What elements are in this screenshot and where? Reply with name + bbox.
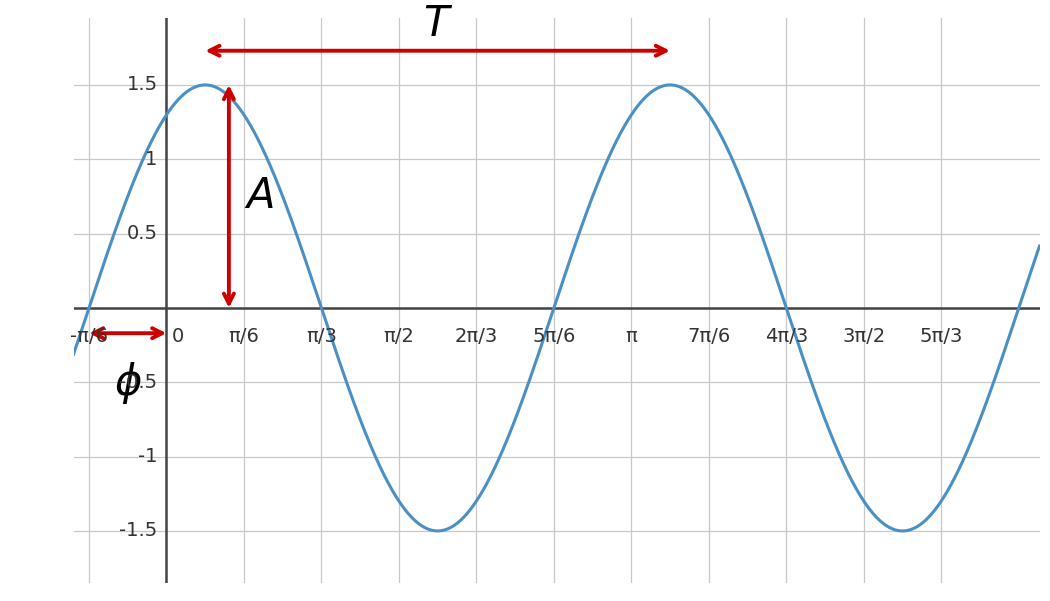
Text: 1: 1: [145, 150, 158, 169]
Text: -1.5: -1.5: [120, 522, 158, 540]
Text: π/6: π/6: [229, 328, 259, 346]
Text: -0.5: -0.5: [120, 373, 158, 392]
Text: 1.5: 1.5: [126, 76, 158, 94]
Text: $A$: $A$: [244, 175, 273, 218]
Text: -1: -1: [139, 447, 157, 466]
Text: 3π/2: 3π/2: [842, 328, 885, 346]
Text: 0.5: 0.5: [127, 224, 158, 243]
Text: 5π/3: 5π/3: [920, 328, 963, 346]
Text: π/3: π/3: [306, 328, 337, 346]
Text: 5π/6: 5π/6: [532, 328, 575, 346]
Text: -π/6: -π/6: [70, 328, 108, 346]
Text: $\phi$: $\phi$: [113, 360, 142, 406]
Text: 2π/3: 2π/3: [455, 328, 498, 346]
Text: 7π/6: 7π/6: [687, 328, 731, 346]
Text: 0: 0: [171, 328, 184, 346]
Text: 4π/3: 4π/3: [764, 328, 807, 346]
Text: π/2: π/2: [383, 328, 415, 346]
Text: $T$: $T$: [422, 3, 453, 45]
Text: π: π: [626, 328, 637, 346]
